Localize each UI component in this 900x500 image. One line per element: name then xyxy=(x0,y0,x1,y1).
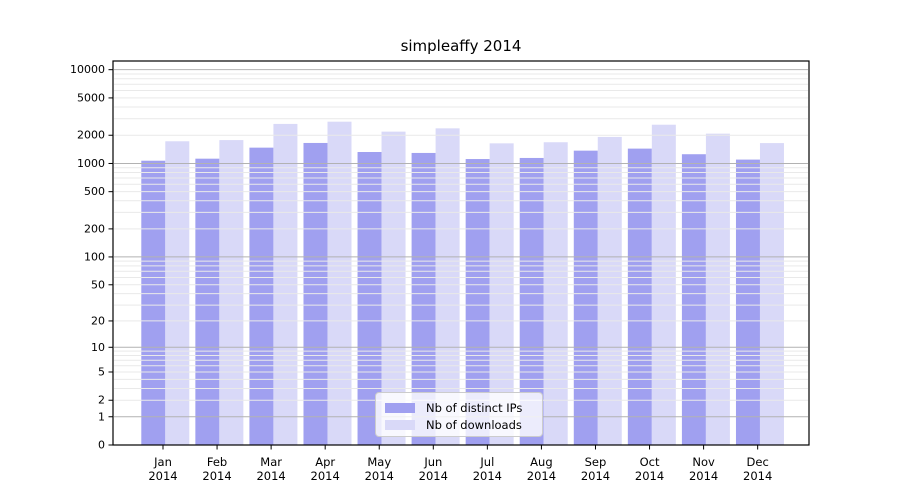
x-tick-label-year: 2014 xyxy=(473,469,502,483)
x-tick-label-month: Feb xyxy=(207,455,227,469)
x-tick-label-year: 2014 xyxy=(419,469,448,483)
legend-swatch-distinct-ips xyxy=(385,402,415,413)
x-tick-label-year: 2014 xyxy=(256,469,285,483)
y-tick-label: 20 xyxy=(91,314,105,327)
legend-label-downloads: Nb of downloads xyxy=(426,417,522,432)
x-tick-label-month: May xyxy=(367,455,391,469)
bar-distinct-ips xyxy=(573,150,598,445)
x-tick-label-year: 2014 xyxy=(311,469,340,483)
x-tick-label-year: 2014 xyxy=(365,469,394,483)
legend-item-downloads: Nb of downloads xyxy=(385,416,542,433)
legend: Nb of distinct IPs Nb of downloads xyxy=(375,392,543,437)
bar-downloads xyxy=(219,140,244,446)
legend-swatch-downloads xyxy=(385,419,415,430)
bar-distinct-ips xyxy=(735,159,760,445)
x-tick-label-month: Jul xyxy=(479,455,494,469)
y-tick-label: 1000 xyxy=(77,157,105,170)
bar-distinct-ips xyxy=(681,154,706,445)
y-tick-label: 100 xyxy=(84,250,105,263)
y-tick-label: 500 xyxy=(84,185,105,198)
bar-distinct-ips xyxy=(249,147,274,445)
x-tick-label-month: Nov xyxy=(692,455,715,469)
x-tick-label-month: Aug xyxy=(530,455,552,469)
y-tick-label: 2 xyxy=(98,394,105,407)
x-tick-label-year: 2014 xyxy=(635,469,664,483)
y-tick-label: 5000 xyxy=(77,91,105,104)
x-tick-label-year: 2014 xyxy=(689,469,718,483)
y-tick-label: 1 xyxy=(98,410,105,423)
x-tick-label-year: 2014 xyxy=(581,469,610,483)
y-tick-label: 10000 xyxy=(70,63,105,76)
y-tick-label: 10 xyxy=(91,341,105,354)
y-tick-label: 0 xyxy=(98,439,105,452)
y-tick-label: 50 xyxy=(91,278,105,291)
bar-distinct-ips xyxy=(141,160,166,446)
y-tick-label: 5 xyxy=(98,365,105,378)
x-tick-label-month: Jan xyxy=(153,455,172,469)
x-tick-label-year: 2014 xyxy=(743,469,772,483)
x-tick-label-month: Oct xyxy=(640,455,660,469)
plot-frame xyxy=(112,60,810,446)
chart-title: simpleaffy 2014 xyxy=(400,37,522,55)
y-tick-label: 200 xyxy=(84,222,105,235)
legend-item-distinct-ips: Nb of distinct IPs xyxy=(385,399,542,416)
x-tick-label-month: Jun xyxy=(423,455,442,469)
x-tick-label-year: 2014 xyxy=(202,469,231,483)
y-tick-label: 2000 xyxy=(77,129,105,142)
x-tick-label-month: Sep xyxy=(585,455,607,469)
bar-downloads xyxy=(327,121,352,446)
bar-downloads xyxy=(597,136,622,445)
legend-label-distinct-ips: Nb of distinct IPs xyxy=(426,400,523,415)
x-tick-label-year: 2014 xyxy=(148,469,177,483)
bar-downloads xyxy=(705,133,730,446)
x-tick-label-month: Mar xyxy=(260,455,282,469)
bar-distinct-ips xyxy=(627,148,652,446)
x-tick-label-year: 2014 xyxy=(527,469,556,483)
x-tick-label-month: Dec xyxy=(747,455,769,469)
x-tick-label-month: Apr xyxy=(315,455,335,469)
bar-distinct-ips xyxy=(195,158,220,446)
bar-downloads xyxy=(165,141,190,446)
